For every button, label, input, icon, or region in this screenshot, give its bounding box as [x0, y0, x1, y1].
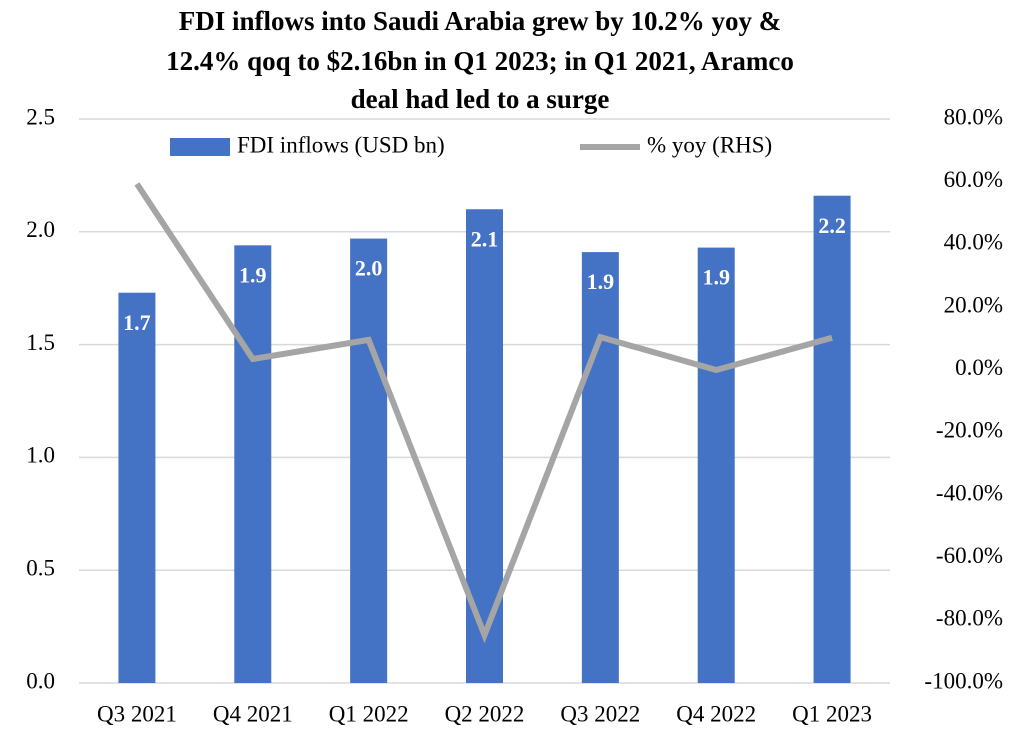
x-tick-label: Q1 2023: [792, 701, 872, 726]
y2-tick-label: 0.0%: [955, 355, 1003, 380]
y2-tick-label: -80.0%: [936, 606, 1003, 631]
y2-tick-label: 40.0%: [944, 230, 1003, 255]
y-tick-label: 2.0: [26, 217, 55, 242]
value-label: 2.1: [471, 226, 499, 251]
chart-title: 12.4% qoq to $2.16bn in Q1 2023; in Q1 2…: [166, 46, 794, 76]
bar: [581, 252, 619, 683]
value-label: 1.7: [123, 310, 151, 335]
x-tick-label: Q3 2022: [560, 701, 640, 726]
bar: [813, 195, 851, 684]
x-tick-label: Q1 2022: [329, 701, 409, 726]
chart-title: FDI inflows into Saudi Arabia grew by 10…: [179, 6, 782, 36]
legend-label: FDI inflows (USD bn): [237, 132, 445, 157]
bar: [350, 238, 388, 683]
y-tick-label: 2.5: [26, 104, 55, 129]
bar: [234, 245, 272, 683]
value-label: 2.2: [818, 213, 846, 238]
chart-title: deal had led to a surge: [351, 84, 610, 114]
y-tick-label: 1.0: [26, 443, 55, 468]
y2-tick-label: -20.0%: [936, 418, 1003, 443]
bar: [697, 247, 735, 684]
y-tick-label: 0.0: [26, 668, 55, 693]
value-label: 1.9: [587, 269, 615, 294]
x-tick-label: Q4 2022: [676, 701, 756, 726]
y-tick-label: 1.5: [26, 330, 55, 355]
x-tick-label: Q2 2022: [445, 701, 525, 726]
x-tick-label: Q4 2021: [213, 701, 293, 726]
y2-tick-label: 80.0%: [944, 104, 1003, 129]
y2-tick-label: -60.0%: [936, 543, 1003, 568]
value-label: 2.0: [355, 256, 383, 281]
x-tick-label: Q3 2021: [97, 701, 177, 726]
y2-tick-label: -40.0%: [936, 480, 1003, 505]
legend-swatch: [170, 138, 230, 156]
y2-tick-label: 20.0%: [944, 292, 1003, 317]
value-label: 1.9: [702, 265, 730, 290]
bar: [118, 292, 156, 683]
y2-tick-label: -100.0%: [924, 668, 1003, 693]
y2-tick-label: 60.0%: [944, 167, 1003, 192]
y-tick-label: 0.5: [26, 555, 55, 580]
line: [134, 182, 833, 644]
bar: [466, 209, 503, 684]
legend-label: % yoy (RHS): [647, 132, 772, 157]
value-label: 1.9: [239, 262, 267, 287]
